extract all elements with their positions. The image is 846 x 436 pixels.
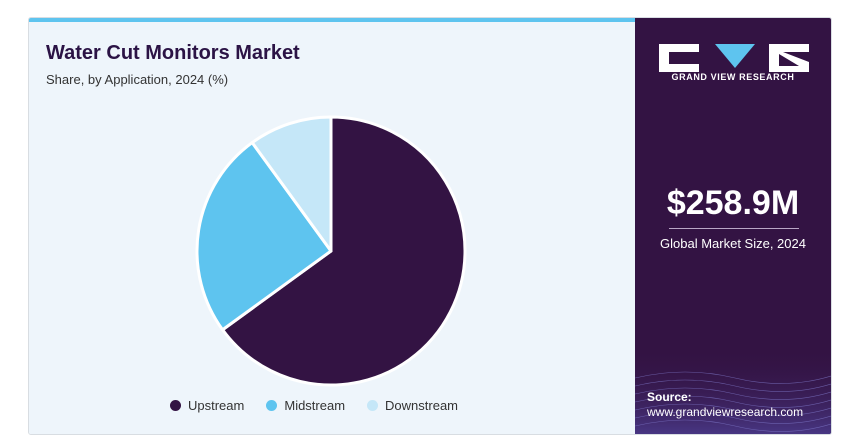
legend-swatch-midstream	[266, 400, 278, 411]
legend-item-upstream: Upstream	[170, 398, 244, 413]
legend-swatch-upstream	[170, 400, 181, 411]
legend-label-upstream: Upstream	[188, 398, 245, 413]
pie-slice-upstream	[221, 115, 467, 387]
legend-label-downstream: Downstream	[385, 398, 459, 413]
chart-legend: Upstream Midstream Downstream	[170, 398, 458, 413]
summary-panel: GRAND VIEW RESEARCH $258.9M Global Marke…	[635, 18, 831, 434]
chart-title: Water Cut Monitors Market	[46, 42, 300, 64]
infographic-card: Water Cut Monitors Market Share, by Appl…	[28, 17, 832, 435]
legend-item-midstream: Midstream	[266, 398, 345, 413]
chart-subtitle: Share, by Application, 2024 (%)	[46, 72, 229, 87]
accent-bar	[29, 18, 635, 22]
kpi-divider	[669, 228, 799, 229]
legend-item-downstream: Downstream	[367, 398, 458, 413]
pie-slice-downstream	[250, 115, 333, 253]
source-block: Source: www.grandviewresearch.com	[647, 390, 803, 420]
legend-swatch-downstream	[367, 400, 379, 411]
market-size-label: Global Market Size, 2024	[660, 236, 806, 251]
wave-decoration	[635, 348, 831, 434]
brand-name: GRAND VIEW RESEARCH	[671, 72, 795, 82]
source-link[interactable]: www.grandviewresearch.com	[647, 405, 804, 419]
brand-logo	[659, 44, 809, 72]
market-size-value: $258.9M	[666, 184, 800, 222]
pie-chart	[195, 115, 467, 387]
source-label: Source:	[647, 390, 692, 404]
pie-slice-midstream	[195, 141, 333, 332]
chart-panel: Water Cut Monitors Market Share, by Appl…	[29, 22, 635, 434]
legend-label-midstream: Midstream	[284, 398, 346, 413]
